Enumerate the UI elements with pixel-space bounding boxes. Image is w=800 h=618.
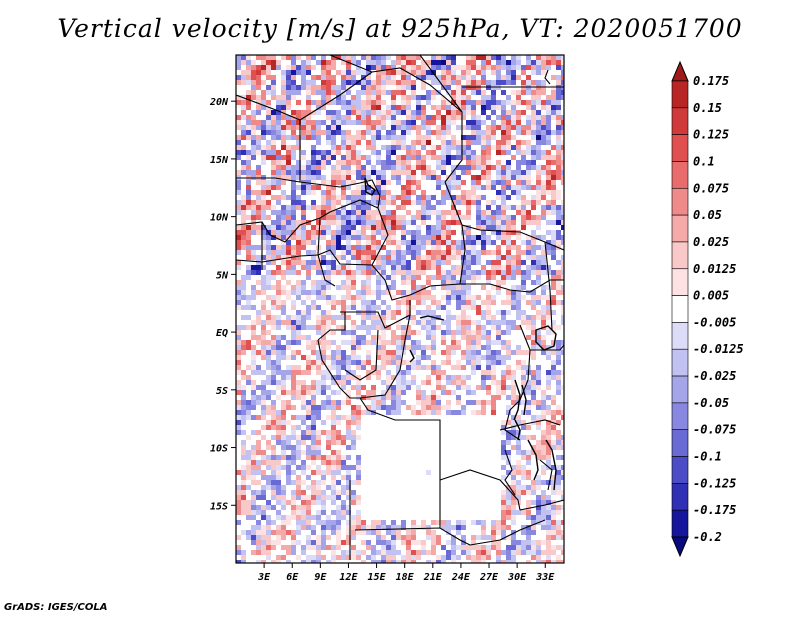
- colorbar-swatch: [671, 348, 689, 377]
- colorbar-label: -0.005: [693, 315, 736, 329]
- colorbar-swatch: [671, 509, 689, 538]
- colorbar-label: -0.075: [693, 423, 736, 437]
- x-tick-label: 9E: [314, 572, 327, 583]
- colorbar-swatch: [671, 375, 689, 404]
- colorbar-label: 0.1: [693, 154, 715, 168]
- x-tick-label: 18E: [396, 572, 415, 583]
- colorbar-swatch: [671, 429, 689, 457]
- x-tick-label: 27E: [479, 572, 499, 583]
- colorbar-swatch: [671, 134, 689, 162]
- colorbar-swatch: [671, 161, 689, 189]
- y-tick-label: EQ: [216, 328, 228, 339]
- y-tick-label: 5N: [216, 270, 229, 281]
- colorbar-bottom-arrow: [671, 536, 689, 558]
- colorbar-label: 0.005: [693, 289, 729, 303]
- lakes-coastline: [364, 177, 557, 491]
- x-tick-label: 15E: [368, 572, 387, 583]
- colorbar-swatch: [671, 80, 689, 109]
- colorbar-label: 0.175: [693, 74, 729, 88]
- colorbar-swatch: [671, 322, 689, 350]
- y-tick-label: 10N: [210, 213, 229, 224]
- grads-credit: GrADS: IGES/COLA: [4, 602, 108, 613]
- x-tick-label: 33E: [535, 572, 555, 583]
- colorbar-swatch: [671, 187, 689, 216]
- colorbar-label: 0.025: [693, 235, 729, 249]
- colorbar-label: 0.125: [693, 128, 729, 142]
- colorbar-swatch: [671, 402, 689, 431]
- y-tick-label: 15S: [210, 501, 228, 512]
- colorbar-label: 0.075: [693, 181, 729, 195]
- colorbar-label: 0.0125: [693, 262, 736, 276]
- colorbar-swatch: [671, 295, 689, 323]
- x-tick-label: 6E: [286, 572, 299, 583]
- colorbar-label: -0.175: [693, 503, 736, 517]
- velocity-field: [236, 55, 564, 563]
- y-tick-label: 5S: [216, 386, 228, 397]
- colorbar-swatch: [671, 268, 689, 296]
- colorbar-label: 0.05: [693, 208, 722, 222]
- x-tick-label: 24E: [451, 572, 471, 583]
- plot-frame: [235, 54, 565, 564]
- plot-title: Vertical velocity [m/s] at 925hPa, VT: 2…: [57, 14, 743, 43]
- colorbar-label: -0.025: [693, 369, 736, 383]
- colorbar-label: -0.0125: [693, 342, 744, 356]
- y-tick-label: 10S: [210, 444, 228, 455]
- country-borders: [236, 55, 564, 560]
- y-tick-label: 15N: [210, 155, 229, 166]
- x-tick-label: 12E: [339, 572, 358, 583]
- colorbar-label: -0.1: [693, 450, 722, 464]
- colorbar-swatch: [671, 241, 689, 270]
- y-tick-label: 20N: [209, 97, 229, 108]
- colorbar-swatch: [671, 456, 689, 484]
- colorbar-label: -0.125: [693, 476, 736, 490]
- colorbar-label: -0.2: [693, 530, 722, 544]
- colorbar-swatch: [671, 107, 689, 135]
- colorbar-swatch: [671, 214, 689, 243]
- colorbar-swatch: [671, 483, 689, 511]
- colorbar-label: 0.15: [693, 101, 722, 115]
- colorbar-top-arrow: [671, 60, 689, 82]
- colorbar-label: -0.05: [693, 396, 729, 410]
- x-tick-label: 3E: [257, 572, 271, 583]
- x-tick-label: 30E: [507, 572, 527, 583]
- x-tick-label: 21E: [423, 572, 443, 583]
